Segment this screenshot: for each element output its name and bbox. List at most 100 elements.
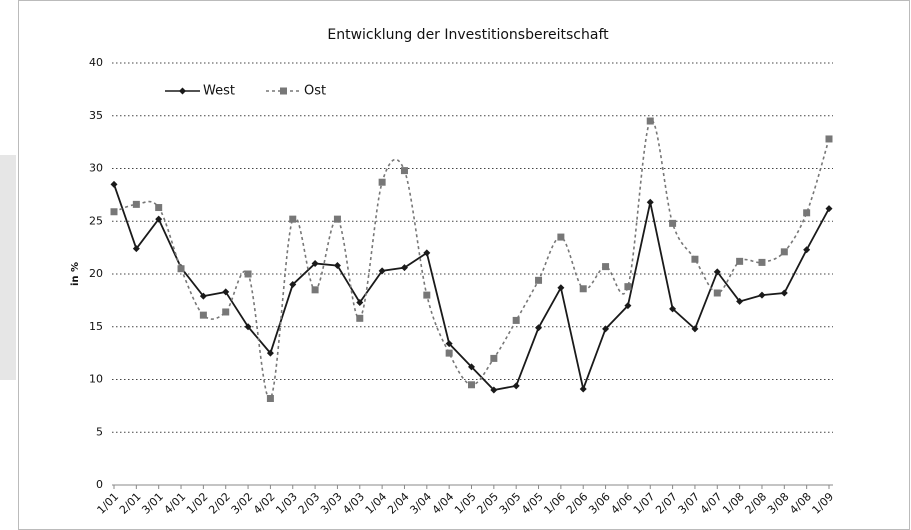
marker — [669, 305, 677, 313]
marker — [490, 354, 498, 362]
marker — [311, 286, 319, 294]
x-tick-label: 2/07 — [653, 490, 680, 517]
marker — [110, 180, 118, 188]
marker — [311, 259, 319, 267]
x-tick-label: 3/08 — [765, 490, 792, 517]
legend-marker — [179, 87, 186, 95]
y-tick-label: 5 — [96, 425, 103, 438]
y-tick-label: 15 — [89, 320, 103, 333]
marker — [333, 215, 341, 223]
marker — [780, 248, 788, 256]
x-tick-label: 4/01 — [162, 490, 189, 517]
x-tick-label: 4/03 — [340, 490, 367, 517]
x-tick-label: 3/07 — [676, 490, 703, 517]
series-line — [113, 119, 830, 400]
legend-label: West — [203, 84, 235, 99]
marker — [356, 298, 364, 306]
x-tick-label: 2/02 — [206, 490, 233, 517]
marker — [244, 270, 252, 278]
marker — [445, 349, 453, 357]
marker — [713, 289, 721, 297]
marker — [579, 285, 587, 293]
marker — [512, 316, 520, 324]
y-tick-label: 40 — [89, 56, 103, 69]
y-tick-label: 10 — [89, 373, 103, 386]
x-tick-label: 4/05 — [519, 490, 546, 517]
marker — [423, 249, 431, 257]
marker — [803, 246, 811, 254]
x-tick-label: 1/02 — [184, 490, 211, 517]
x-tick-label: 1/07 — [631, 490, 658, 517]
marker — [244, 323, 252, 331]
x-tick-label: 3/05 — [497, 490, 524, 517]
x-tick-label: 2/01 — [117, 490, 144, 517]
marker — [691, 255, 699, 263]
marker — [177, 265, 185, 273]
marker — [199, 311, 207, 319]
chart-title: Entwicklung der Investitionsbereitschaft — [327, 27, 609, 43]
x-tick-label: 1/05 — [452, 490, 479, 517]
marker — [602, 263, 610, 271]
marker — [266, 349, 274, 357]
x-tick-label: 1/09 — [810, 490, 837, 517]
marker — [624, 283, 632, 291]
y-axis-label: in % — [70, 262, 81, 286]
x-tick-label: 4/08 — [787, 490, 814, 517]
x-tick-label: 1/06 — [541, 490, 568, 517]
x-tick-label: 2/03 — [296, 490, 323, 517]
marker — [713, 268, 721, 276]
side-panel — [0, 155, 16, 380]
marker — [333, 262, 341, 270]
marker — [155, 204, 163, 212]
y-tick-label: 35 — [89, 109, 103, 122]
marker — [222, 308, 230, 316]
x-tick-label: 1/03 — [273, 490, 300, 517]
series-line — [113, 184, 830, 393]
marker — [825, 205, 833, 213]
marker — [266, 394, 274, 402]
marker — [356, 314, 364, 322]
marker — [736, 297, 744, 305]
marker — [736, 257, 744, 265]
x-tick-label: 1/08 — [720, 490, 747, 517]
marker — [758, 291, 766, 299]
y-tick-label: 0 — [96, 478, 103, 491]
marker — [803, 209, 811, 217]
marker — [579, 385, 587, 393]
marker — [646, 198, 654, 206]
marker — [490, 386, 498, 394]
marker — [468, 363, 475, 371]
x-tick-label: 3/03 — [318, 490, 345, 517]
marker — [691, 325, 699, 333]
marker — [400, 167, 408, 175]
legend-label: Ost — [304, 84, 326, 99]
marker — [535, 276, 543, 284]
x-tick-label: 2/05 — [474, 490, 501, 517]
y-tick-label: 25 — [89, 214, 103, 227]
x-tick-label: 4/06 — [608, 490, 635, 517]
marker — [289, 215, 297, 223]
y-tick-label: 30 — [89, 162, 103, 175]
marker — [535, 324, 543, 332]
marker — [780, 289, 788, 297]
marker — [646, 117, 654, 125]
x-tick-label: 4/04 — [430, 490, 457, 517]
marker — [758, 258, 766, 266]
marker — [557, 233, 565, 241]
x-tick-label: 4/07 — [698, 490, 725, 517]
marker — [512, 382, 520, 390]
marker — [132, 200, 140, 208]
x-tick-label: 3/01 — [139, 490, 166, 517]
x-tick-label: 3/02 — [229, 490, 256, 517]
marker — [624, 302, 632, 310]
legend-marker — [280, 87, 287, 95]
marker — [222, 288, 230, 296]
x-tick-label: 4/02 — [251, 490, 278, 517]
x-tick-label: 3/04 — [407, 490, 434, 517]
marker — [825, 135, 833, 143]
x-tick-label: 3/06 — [586, 490, 613, 517]
marker — [132, 245, 140, 253]
x-tick-label: 2/08 — [743, 490, 770, 517]
marker — [557, 284, 565, 292]
